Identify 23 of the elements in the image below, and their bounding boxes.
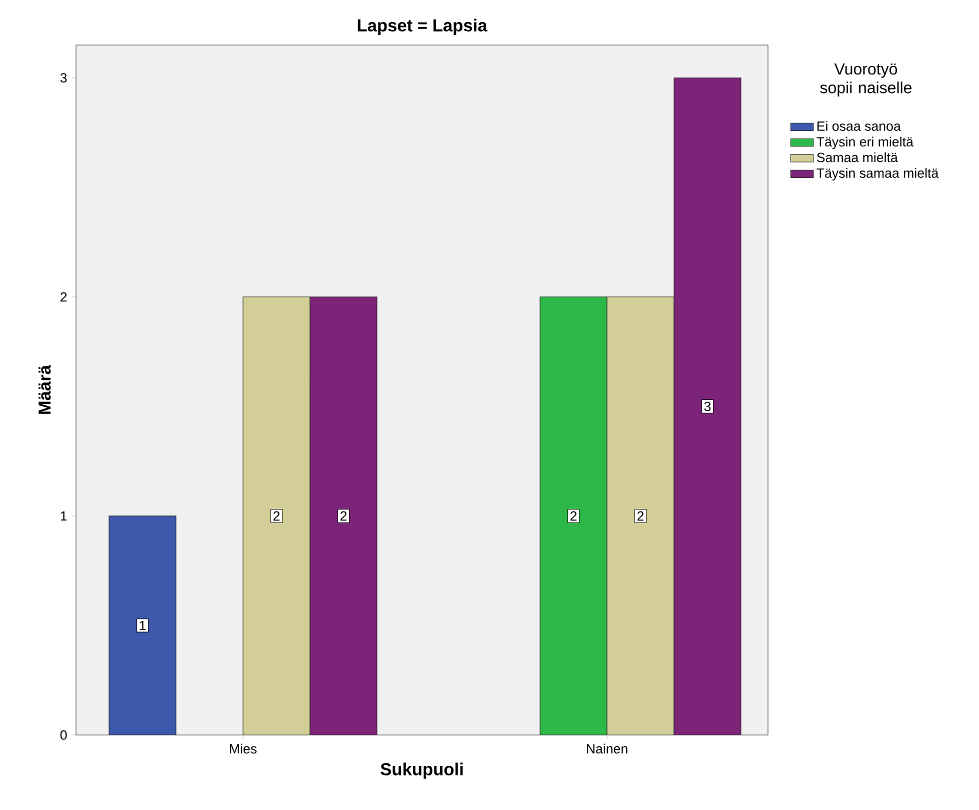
data-label: 3 (704, 402, 711, 412)
legend-title: Vuorotyö sopii naiselle (820, 64, 912, 96)
x-tick-label: Mies (230, 744, 257, 754)
legend-label: Ei osaa sanoa (817, 121, 901, 131)
bar (674, 78, 742, 735)
data-label: 2 (340, 511, 347, 521)
y-axis-title: Määrä (38, 364, 51, 414)
legend-label: Täysin samaa mieltä (816, 168, 939, 180)
y-tick-label: 3 (60, 73, 67, 83)
legend-label: Samaa mieltä (816, 152, 898, 162)
bar (108, 516, 176, 735)
data-label: 2 (273, 511, 280, 521)
y-tick-label: 1 (60, 511, 67, 521)
chart-title: Lapset = Lapsia (358, 18, 488, 35)
x-tick-label: Nainen (586, 744, 628, 754)
bar (310, 296, 378, 735)
data-label: 2 (570, 511, 577, 521)
y-tick-label: 2 (60, 292, 67, 302)
x-axis-title: Sukupuoli (380, 762, 463, 779)
y-tick-label: 0 (60, 730, 67, 740)
data-label: 2 (637, 511, 644, 521)
data-label: 1 (140, 620, 146, 630)
legend-label: Täysin eri mieltä (816, 136, 914, 150)
